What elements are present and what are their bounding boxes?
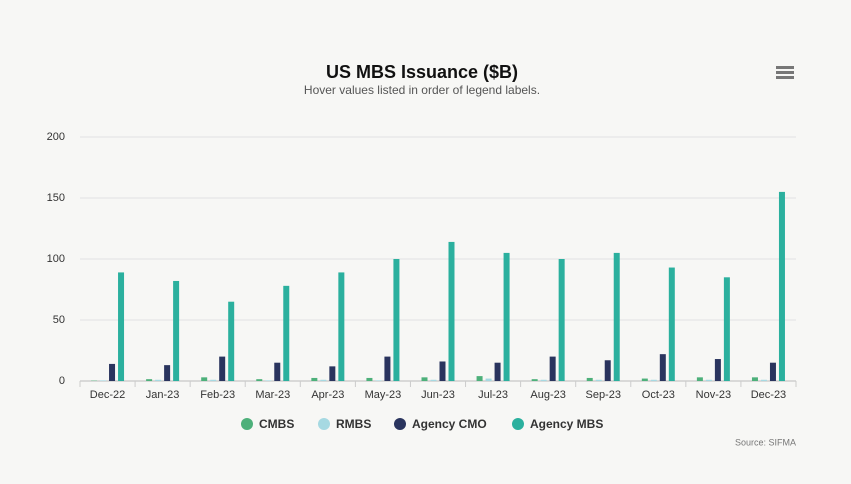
bar [595, 379, 602, 381]
bar [586, 377, 593, 381]
bar [503, 252, 510, 381]
bar [146, 379, 153, 381]
bar [448, 241, 455, 381]
bar [778, 191, 785, 381]
bar [705, 379, 712, 381]
legend-label[interactable]: RMBS [336, 417, 371, 431]
bar [641, 378, 648, 381]
menu-button[interactable] [776, 66, 794, 79]
bar [714, 359, 721, 381]
bar [311, 377, 318, 381]
bar [751, 377, 758, 381]
bar [613, 252, 620, 381]
x-tick-label: Dec-22 [90, 389, 125, 401]
bar [210, 379, 217, 381]
bar [650, 379, 657, 381]
bar [549, 356, 556, 381]
x-tick-label: Apr-23 [311, 389, 344, 401]
bar [329, 366, 336, 381]
legend-label[interactable]: CMBS [259, 417, 294, 431]
chart-title: US MBS Issuance ($B) [326, 62, 518, 82]
bar [485, 378, 492, 381]
x-tick-label: Sep-23 [585, 389, 620, 401]
x-tick-label: Mar-23 [255, 389, 290, 401]
x-tick-label: Jun-23 [421, 389, 455, 401]
bar [604, 360, 611, 381]
bar [201, 377, 208, 381]
bar [256, 379, 263, 381]
bar [393, 259, 400, 381]
bar [109, 363, 116, 381]
bar [659, 354, 666, 381]
x-tick-label: Nov-23 [696, 389, 731, 401]
bar [100, 380, 107, 381]
y-tick-label: 100 [47, 253, 65, 265]
bar [439, 361, 446, 381]
x-tick-label: Jan-23 [146, 389, 180, 401]
bar [430, 379, 437, 381]
bar [384, 356, 391, 381]
bar [421, 377, 428, 381]
y-tick-label: 200 [47, 131, 65, 143]
x-tick-label: Jul-23 [478, 389, 508, 401]
chart-subtitle: Hover values listed in order of legend l… [304, 83, 540, 97]
legend-marker[interactable] [394, 418, 406, 430]
bar [540, 379, 547, 381]
bar [476, 376, 483, 381]
x-tick-label: Aug-23 [530, 389, 565, 401]
bar [283, 285, 290, 381]
bar [494, 362, 501, 381]
legend-marker[interactable] [241, 418, 253, 430]
bar [375, 380, 382, 381]
bar [531, 379, 538, 381]
legend-marker[interactable] [512, 418, 524, 430]
bar [274, 362, 281, 381]
bar [265, 380, 272, 381]
x-tick-label: Dec-23 [751, 389, 786, 401]
bar [769, 362, 776, 381]
source-note: Source: SIFMA [735, 437, 796, 447]
bar [558, 259, 565, 381]
y-tick-label: 0 [59, 375, 65, 387]
bar [155, 379, 162, 381]
bar [320, 379, 327, 381]
x-tick-label: Oct-23 [642, 389, 675, 401]
bar [219, 356, 226, 381]
y-tick-label: 50 [53, 314, 65, 326]
menu-line [776, 66, 794, 69]
legend-label[interactable]: Agency MBS [530, 417, 603, 431]
bar [723, 277, 730, 381]
x-tick-label: May-23 [365, 389, 402, 401]
x-tick-label: Feb-23 [200, 389, 235, 401]
menu-line [776, 71, 794, 74]
legend-marker[interactable] [318, 418, 330, 430]
bar [164, 365, 171, 381]
bar [173, 280, 180, 381]
bar [338, 272, 345, 381]
bar [760, 379, 767, 381]
legend-label[interactable]: Agency CMO [412, 417, 487, 431]
y-tick-label: 150 [47, 192, 65, 204]
bar [228, 301, 235, 381]
bar [118, 272, 125, 381]
menu-line [776, 76, 794, 79]
bar [696, 377, 703, 381]
bar [668, 267, 675, 381]
bar [366, 377, 373, 381]
